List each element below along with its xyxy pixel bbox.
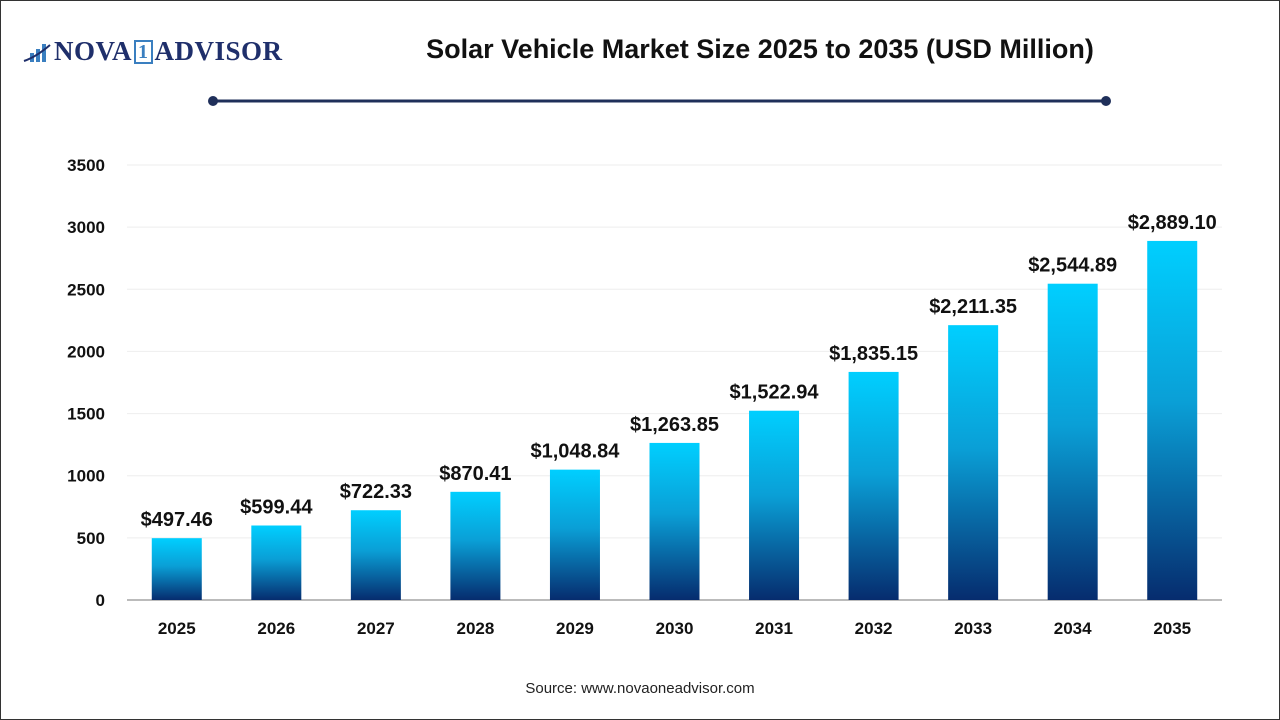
bar: [948, 325, 999, 600]
bar: [151, 538, 202, 600]
bar: [749, 410, 800, 600]
data-label: $1,522.94: [730, 382, 820, 404]
bar: [251, 525, 302, 600]
x-tick-label: 2033: [954, 619, 992, 638]
source-note: Source: www.novaoneadvisor.com: [525, 680, 755, 697]
y-tick-label: 0: [96, 591, 105, 610]
y-tick-label: 1500: [67, 405, 105, 424]
divider-dot-left: [208, 96, 218, 106]
y-tick-label: 2500: [67, 280, 105, 299]
x-tick-label: 2030: [656, 619, 694, 638]
logo-bars-icon: [23, 43, 51, 62]
x-tick-label: 2029: [556, 619, 594, 638]
y-tick-label: 3500: [67, 156, 105, 175]
data-label: $1,835.15: [829, 343, 918, 365]
x-tick-label: 2026: [257, 619, 295, 638]
bar: [649, 442, 700, 600]
chart-title: Solar Vehicle Market Size 2025 to 2035 (…: [426, 34, 1094, 64]
logo-text-advisor: ADVISOR: [154, 36, 283, 66]
x-tick-label: 2031: [755, 619, 793, 638]
logo-text-one: 1: [134, 39, 153, 64]
data-label: $2,544.89: [1028, 255, 1117, 277]
data-label: $2,211.35: [929, 296, 1017, 318]
y-tick-label: 1000: [67, 467, 105, 486]
x-tick-label: 2028: [456, 619, 494, 638]
divider-dot-right: [1101, 96, 1111, 106]
x-tick-label: 2032: [855, 619, 893, 638]
data-label: $870.41: [439, 463, 511, 485]
y-tick-label: 500: [77, 529, 105, 548]
y-tick-label: 2000: [67, 342, 105, 361]
bar: [1047, 283, 1098, 600]
data-label: $1,263.85: [630, 414, 719, 436]
logo-text-nova: NOVA: [54, 36, 133, 66]
x-tick-label: 2034: [1054, 619, 1092, 638]
bar: [450, 491, 501, 600]
data-label: $2,889.10: [1128, 212, 1217, 234]
bar: [350, 510, 401, 600]
bar: [1147, 240, 1198, 600]
x-tick-label: 2027: [357, 619, 395, 638]
data-label: $722.33: [340, 481, 412, 503]
x-tick-label: 2025: [158, 619, 196, 638]
data-label: $497.46: [141, 509, 213, 531]
data-label: $1,048.84: [530, 441, 620, 463]
bar: [549, 469, 600, 600]
bar: [848, 371, 899, 600]
y-tick-label: 3000: [67, 218, 105, 237]
x-tick-label: 2035: [1153, 619, 1191, 638]
logo: NOVA 1 ADVISOR: [22, 36, 283, 67]
data-label: $599.44: [240, 496, 313, 518]
